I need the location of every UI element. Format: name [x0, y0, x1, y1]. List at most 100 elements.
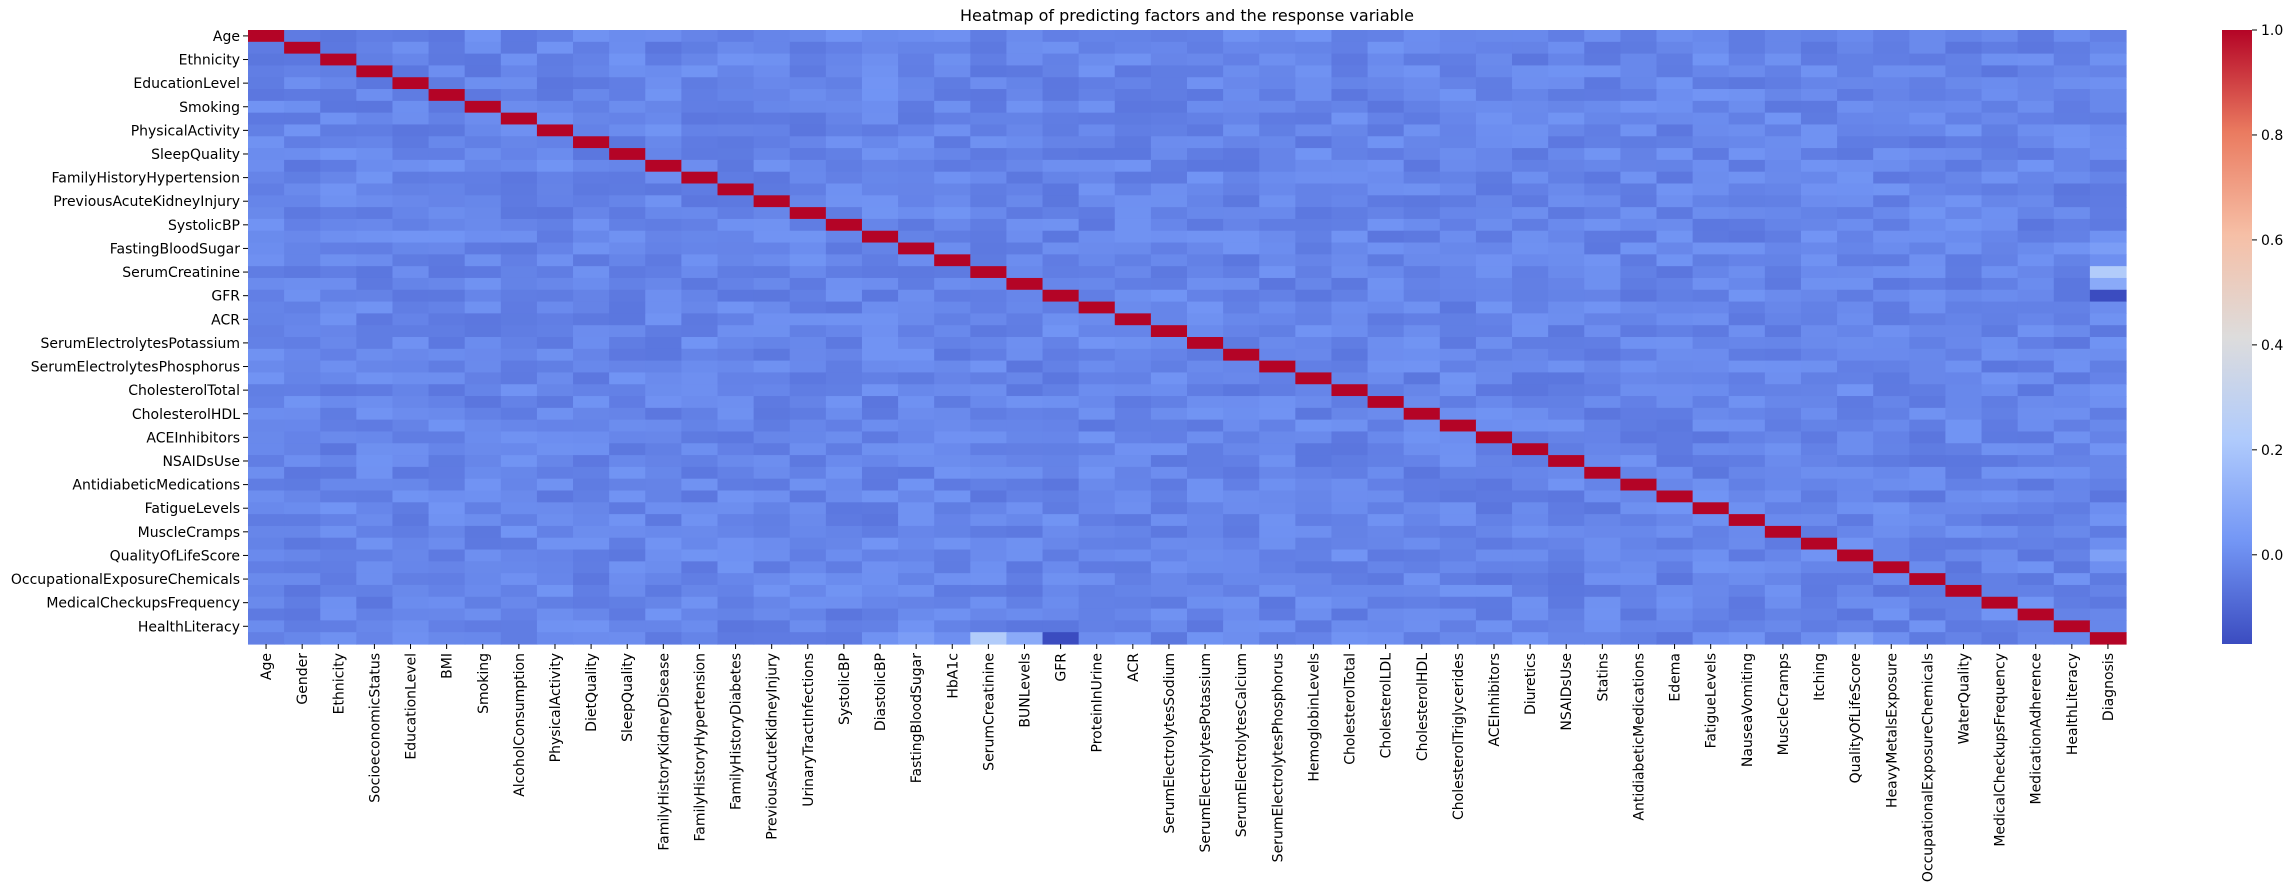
- heatmap-cell: [1512, 384, 1549, 397]
- heatmap-cell: [1945, 289, 1983, 303]
- heatmap-cell: [1042, 159, 1080, 173]
- heatmap-cell: [970, 537, 1008, 551]
- heatmap-cell: [1006, 313, 1044, 326]
- heatmap-cell: [320, 148, 357, 161]
- heatmap-cell: [248, 596, 285, 610]
- heatmap-cell: [609, 348, 646, 362]
- heatmap-cell: [1837, 30, 1874, 43]
- heatmap-cell: [1223, 431, 1260, 444]
- heatmap-cell: [284, 596, 321, 610]
- heatmap-cell: [2017, 89, 2055, 102]
- heatmap-cell: [1981, 277, 2019, 291]
- heatmap-cell: [1873, 561, 1910, 574]
- heatmap-cell: [248, 620, 285, 633]
- heatmap-cell: [753, 65, 791, 78]
- heatmap-cell: [392, 525, 430, 539]
- heatmap-cell: [500, 632, 538, 645]
- heatmap-cell: [1295, 89, 1333, 102]
- heatmap-cell: [1512, 443, 1549, 456]
- heatmap-cell: [536, 301, 574, 314]
- heatmap-cell: [573, 431, 610, 444]
- heatmap-cell: [1367, 348, 1405, 362]
- heatmap-cell: [1331, 431, 1369, 444]
- heatmap-cell: [1909, 112, 1947, 126]
- heatmap-cell: [898, 65, 935, 78]
- heatmap-cell: [825, 372, 863, 385]
- heatmap-cell: [1800, 65, 1838, 78]
- heatmap-cell: [1837, 195, 1874, 208]
- heatmap-cell: [898, 502, 935, 515]
- heatmap-cell: [1439, 431, 1477, 444]
- heatmap-cell: [1981, 148, 2019, 161]
- heatmap-cell: [320, 396, 357, 409]
- heatmap-cell: [536, 608, 574, 621]
- heatmap-cell: [464, 455, 502, 468]
- heatmap-cell: [1656, 549, 1694, 562]
- heatmap-cell: [717, 124, 755, 137]
- heatmap-cell: [1259, 100, 1296, 114]
- heatmap-cell: [1620, 396, 1658, 409]
- heatmap-cell: [1259, 301, 1296, 314]
- heatmap-cell: [1259, 159, 1296, 173]
- heatmap-cell: [681, 549, 719, 562]
- heatmap-cell: [861, 632, 899, 645]
- x-tick-label: BUNLevels: [1017, 653, 1033, 728]
- heatmap-cell: [1259, 596, 1296, 610]
- heatmap-cell: [1150, 596, 1188, 610]
- heatmap-cell: [681, 584, 719, 598]
- heatmap-cell: [320, 171, 357, 185]
- heatmap-cell: [1367, 242, 1405, 255]
- x-tick-label: Gender: [295, 653, 311, 705]
- heatmap-cell: [500, 325, 538, 338]
- heatmap-cell: [1728, 549, 1766, 562]
- heatmap-cell: [1692, 171, 1730, 185]
- heatmap-cell: [1945, 65, 1983, 78]
- x-tick-label: NSAIDsUse: [1559, 653, 1575, 731]
- heatmap-cell: [1187, 407, 1224, 421]
- heatmap-cell: [248, 171, 285, 185]
- heatmap-cell: [681, 89, 719, 102]
- x-tick-label: PhysicalActivity: [548, 653, 564, 762]
- heatmap-cell: [392, 337, 430, 350]
- heatmap-cell: [1150, 384, 1188, 397]
- heatmap-cell: [861, 455, 899, 468]
- heatmap-cell: [1656, 159, 1694, 173]
- heatmap-cell: [1656, 620, 1694, 633]
- heatmap-cell: [825, 171, 863, 185]
- heatmap-cell: [645, 466, 682, 480]
- heatmap-cell: [1656, 277, 1694, 291]
- heatmap-cell: [2053, 289, 2091, 303]
- heatmap-cell: [825, 65, 863, 78]
- heatmap-cell: [1114, 337, 1152, 350]
- heatmap-cell: [970, 348, 1008, 362]
- heatmap-cell: [1475, 596, 1513, 610]
- heatmap-cell: [500, 77, 538, 90]
- heatmap-cell: [1006, 289, 1044, 303]
- heatmap-cell: [500, 348, 538, 362]
- heatmap-cell: [1800, 384, 1838, 397]
- heatmap-cell: [1692, 561, 1730, 574]
- heatmap-cell: [392, 549, 430, 562]
- heatmap-cell: [573, 301, 610, 314]
- heatmap-cell: [1548, 561, 1585, 574]
- heatmap-cell: [356, 537, 394, 551]
- heatmap-cell: [2089, 360, 2127, 374]
- heatmap-cell: [428, 620, 466, 633]
- heatmap-cell: [500, 549, 538, 562]
- heatmap-cell: [536, 502, 574, 515]
- heatmap-cell: [1800, 325, 1838, 338]
- heatmap-cell: [753, 218, 791, 232]
- heatmap-cell: [645, 396, 682, 409]
- heatmap-cell: [1764, 77, 1802, 90]
- heatmap-cell: [645, 620, 682, 633]
- heatmap-cell: [1620, 112, 1658, 126]
- heatmap-cell: [898, 89, 935, 102]
- heatmap-cell: [681, 41, 719, 55]
- heatmap-cell: [753, 407, 791, 421]
- heatmap-cell: [1439, 301, 1477, 314]
- heatmap-cell: [1223, 514, 1260, 527]
- heatmap-cell: [1764, 443, 1802, 456]
- heatmap-cell: [1656, 466, 1694, 480]
- heatmap-cell: [1331, 372, 1369, 385]
- heatmap-cell: [428, 242, 466, 255]
